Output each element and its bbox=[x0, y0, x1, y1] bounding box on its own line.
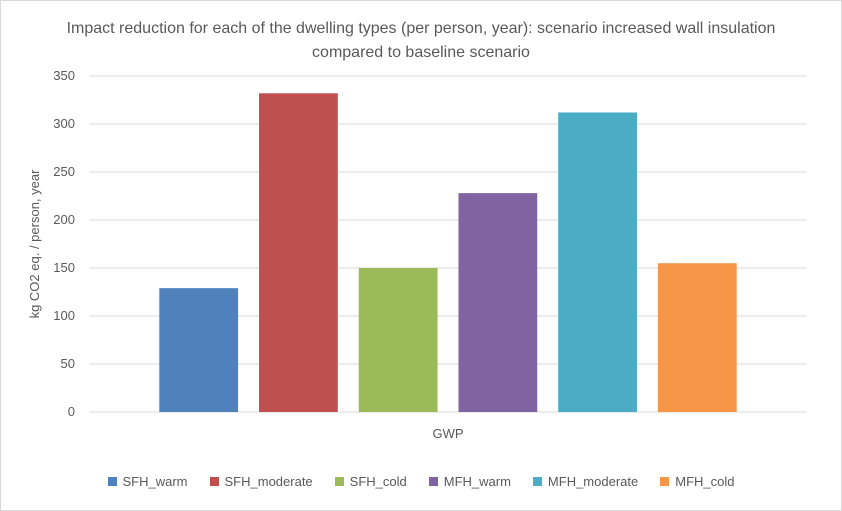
legend-label: MFH_warm bbox=[443, 473, 511, 489]
bars bbox=[159, 93, 737, 412]
y-tick-label: 350 bbox=[53, 68, 75, 83]
legend-item-MFH_cold: MFH_cold bbox=[660, 474, 734, 489]
bar-SFH_warm bbox=[159, 288, 239, 412]
bar-SFH_cold bbox=[358, 268, 438, 412]
bar-MFH_moderate bbox=[558, 112, 637, 412]
legend-item-SFH_moderate: SFH_moderate bbox=[209, 473, 313, 489]
x-category-label: GWP bbox=[432, 426, 463, 441]
y-axis-label: kg CO2 eq. / person, year bbox=[27, 169, 42, 319]
y-tick-label: 50 bbox=[61, 356, 75, 371]
legend-swatch bbox=[660, 476, 670, 486]
legend-item-SFH_cold: SFH_cold bbox=[334, 473, 407, 489]
legend-label: MFH_cold bbox=[675, 473, 735, 489]
y-tick-label: 200 bbox=[53, 212, 75, 227]
legend-label: SFH_moderate bbox=[224, 473, 313, 489]
legend-swatch bbox=[107, 476, 117, 486]
y-tick-label: 300 bbox=[53, 116, 75, 131]
legend-swatch bbox=[334, 476, 344, 486]
y-tick-label: 250 bbox=[53, 164, 75, 179]
legend-label: SFH_cold bbox=[349, 473, 407, 489]
y-tick-label: 150 bbox=[53, 260, 75, 275]
y-tick-label: 0 bbox=[68, 404, 75, 419]
legend-item-MFH_moderate: MFH_moderate bbox=[532, 473, 639, 489]
legend-item-SFH_warm: SFH_warm bbox=[107, 473, 188, 489]
chart-title: Impact reduction for each of the dwellin… bbox=[66, 20, 776, 61]
legend: SFH_warm SFH_moderate SFH_cold MFH_warm MFH_… bbox=[1, 469, 841, 493]
legend-swatch bbox=[428, 476, 438, 486]
legend-label: MFH_moderate bbox=[547, 473, 639, 489]
legend-label: SFH_warm bbox=[122, 473, 188, 489]
legend-item-MFH_warm: MFH_warm bbox=[428, 473, 511, 489]
bar-MFH_cold bbox=[657, 263, 737, 412]
y-tick-labels: 0 50 100 150 200 250 300 350 bbox=[53, 68, 75, 419]
y-tick-label: 100 bbox=[53, 308, 75, 323]
legend-swatch bbox=[532, 476, 542, 486]
bar-SFH_moderate bbox=[259, 93, 338, 412]
bar-MFH_warm bbox=[458, 193, 538, 412]
legend-swatch bbox=[209, 476, 219, 486]
